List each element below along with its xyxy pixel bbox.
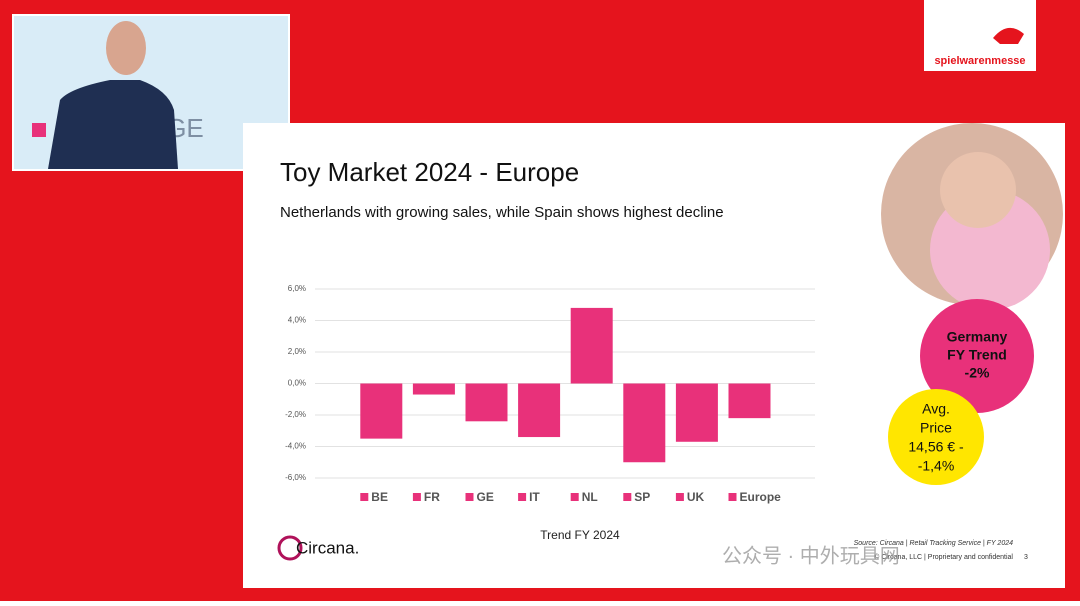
legend-label: FR [424,490,440,504]
price-bubble [888,389,984,485]
bar [728,383,771,419]
legend-label: Europe [740,490,782,504]
speaker-head [106,21,146,75]
watermark: 公众号 · 中外玩具网 [722,544,900,567]
logo-text: spielwarenmesse [934,55,1025,67]
legend-swatch [728,493,737,501]
germany-text: FY Trend [947,347,1007,363]
price-text: Avg. [922,401,950,417]
germany-text: Germany [947,329,1008,345]
legend-swatch [623,493,632,501]
copyright: © Circana, LLC | Proprietary and confide… [874,553,1013,561]
y-tick-label: 4,0% [288,316,306,325]
y-tick-label: 0,0% [288,379,306,388]
legend-swatch [518,493,527,501]
legend-swatch [412,493,421,501]
speaker-body [48,80,178,169]
source: Source: Circana | Retail Tracking Servic… [854,540,1013,547]
photo-face [940,152,1016,228]
price-text: 14,56 € - [908,439,964,455]
bar [675,383,718,442]
slide-subtitle: Netherlands with growing sales, while Sp… [280,204,724,221]
legend-label: NL [582,490,598,504]
bar [570,307,613,384]
legend-label: GE [477,490,494,504]
y-tick-label: -4,0% [285,442,306,451]
y-tick-label: -6,0% [285,473,306,482]
brand: Circana. [296,538,359,557]
bar [465,383,508,422]
legend-label: BE [371,490,388,504]
x-axis-label: Trend FY 2024 [540,528,620,542]
y-tick-label: -2,0% [285,410,306,419]
bar [518,383,561,438]
legend-swatch [465,493,474,501]
bar [360,383,403,439]
page-number: 3 [1024,554,1028,561]
price-text: -1,4% [918,458,955,474]
germany-text: -2% [965,365,990,381]
legend-label: SP [634,490,650,504]
legend-label: UK [687,490,705,504]
y-tick-label: 6,0% [288,284,306,293]
logo-horse [993,27,1024,44]
chart: -6,0% -4,0% -2,0% 0,0% 2,0% 4,0% 6,0% BE FR GE IT N… [285,284,815,542]
legend-swatch [675,493,684,501]
bar [412,383,455,395]
price-text: Price [920,420,952,436]
legend-label: IT [529,490,540,504]
legend-swatch [570,493,579,501]
video-square [32,123,46,137]
slide-title: Toy Market 2024 - Europe [280,157,579,187]
legend-swatch [360,493,369,501]
brand-icon [277,535,303,561]
bar [623,383,666,463]
germany-bubble [920,299,1034,413]
y-tick-label: 2,0% [288,347,306,356]
